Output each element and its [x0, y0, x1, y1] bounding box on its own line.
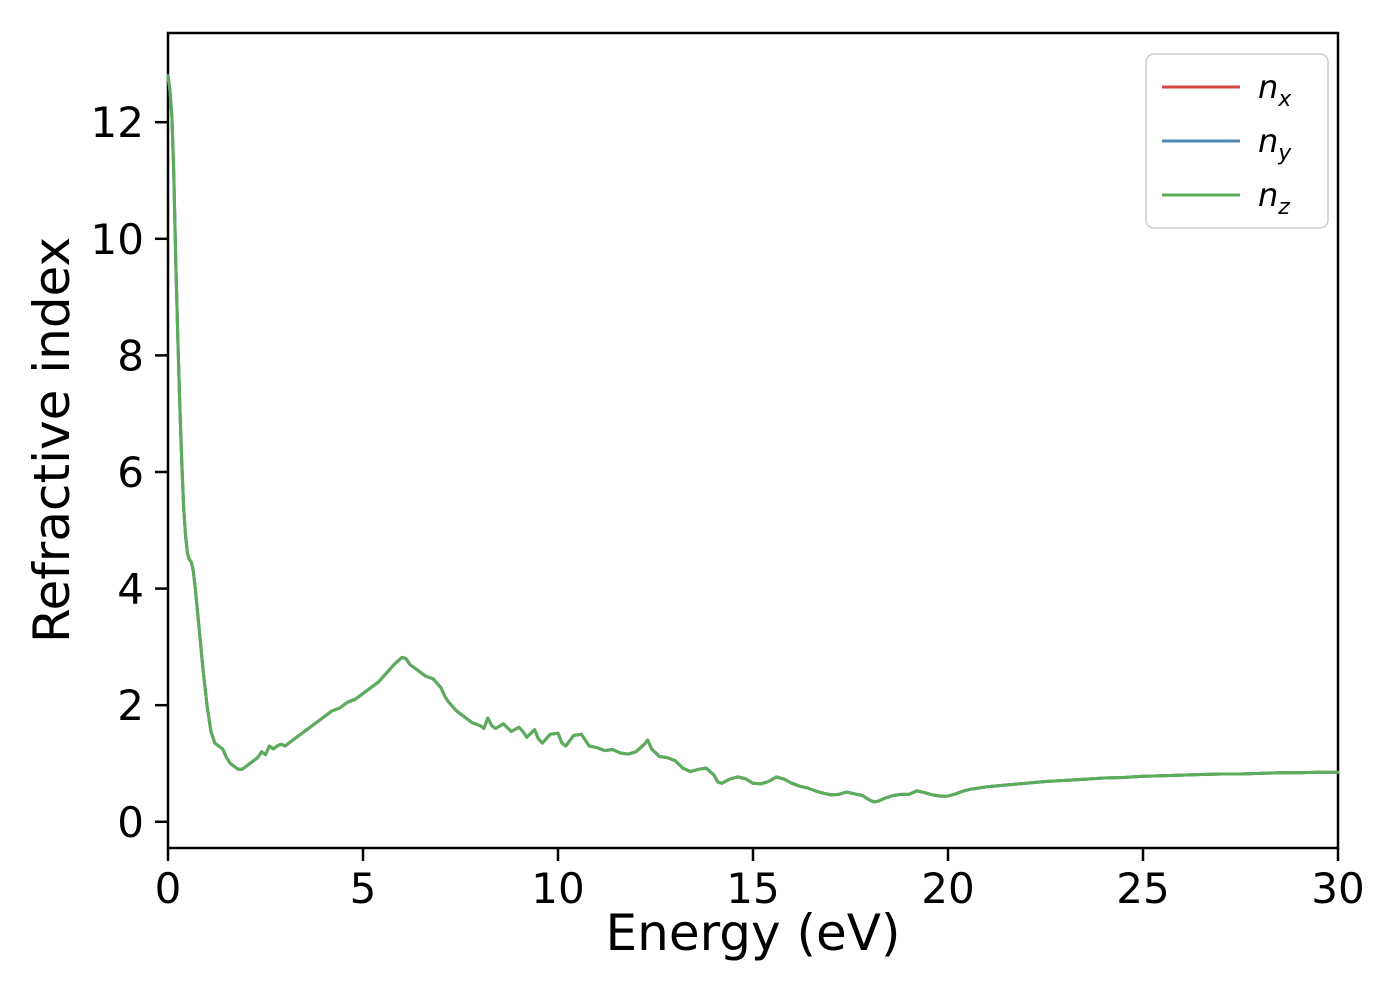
x-tick-label: 15	[726, 864, 779, 913]
x-tick-label: 5	[350, 864, 377, 913]
legend-label-n_z: nz	[1258, 176, 1290, 220]
x-axis-label: Energy (eV)	[605, 904, 901, 962]
x-tick-label: 25	[1116, 864, 1169, 913]
y-tick-label: 12	[91, 98, 144, 147]
y-tick-label: 2	[117, 681, 144, 730]
y-tick-label: 6	[117, 448, 144, 497]
legend-label-n_y: ny	[1258, 122, 1292, 166]
x-tick-label: 0	[155, 864, 182, 913]
x-tick-label: 20	[921, 864, 974, 913]
y-tick-label: 4	[117, 565, 144, 614]
plot-border	[166, 31, 1340, 850]
y-tick-label: 0	[117, 798, 144, 847]
series-line-n_z	[166, 74, 1340, 804]
x-tick-label: 30	[1311, 864, 1364, 913]
y-tick-label: 8	[117, 331, 144, 380]
x-tick-label: 10	[531, 864, 584, 913]
y-tick-label: 10	[91, 215, 144, 264]
y-axis-label: Refractive index	[23, 236, 81, 644]
legend-label-n_x: nx	[1258, 68, 1292, 112]
